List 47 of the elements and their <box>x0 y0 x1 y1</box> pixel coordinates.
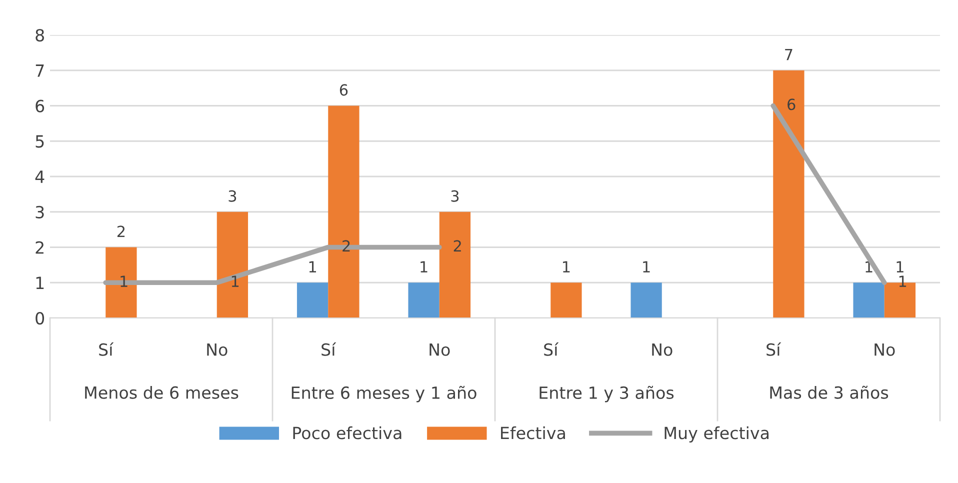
text: Menos de 6 meses <box>85 386 238 399</box>
bar <box>106 247 137 318</box>
text: Mas de 3 años <box>770 386 888 399</box>
y-tick-label: 5 <box>36 135 44 148</box>
text: Entre 1 y 3 años <box>540 386 674 402</box>
legend-label: Muy efectiva <box>664 426 768 443</box>
bar <box>408 282 440 318</box>
x-tick-label: Sí <box>99 342 114 356</box>
data-label: 6 <box>340 84 348 96</box>
y-tick-label: 0 <box>36 312 44 325</box>
x-tick-label: Sí <box>322 342 336 356</box>
data-label: 1 <box>309 261 316 272</box>
y-tick-label: 1 <box>36 276 44 289</box>
data-label: 2 <box>454 240 461 252</box>
bar <box>216 212 248 318</box>
y-tick-label: 4 <box>35 170 44 183</box>
data-label: 7 <box>785 48 792 60</box>
y-tick-label: 6 <box>36 100 44 112</box>
data-label: 3 <box>228 190 236 202</box>
y-tick-label: 3 <box>36 206 44 218</box>
legend-label: Poco efectiva <box>293 426 402 440</box>
bar <box>550 282 582 318</box>
data-label: 2 <box>117 226 125 237</box>
legend-label: Efectiva <box>501 426 565 440</box>
data-label: 1 <box>232 276 239 287</box>
x-tick-label: No <box>430 344 450 356</box>
x-tick-label: No <box>874 344 895 356</box>
data-label: 1 <box>420 261 428 272</box>
bar <box>328 106 360 318</box>
y-tick-label: 8 <box>36 28 44 42</box>
x-tick-label: Sí <box>766 342 782 356</box>
text: Entre 6 meses y 1 año <box>292 386 476 402</box>
bar <box>439 212 471 318</box>
x-tick-label: Sí <box>544 342 559 356</box>
x-tick-label: No <box>207 344 228 356</box>
bar <box>773 70 804 318</box>
data-label: 1 <box>563 261 570 272</box>
x-tick-label: No <box>652 344 672 356</box>
data-label: 1 <box>896 261 904 272</box>
y-tick-label: 2 <box>36 241 44 254</box>
bar <box>296 282 328 318</box>
data-label: 3 <box>451 190 459 202</box>
data-label: 1 <box>643 261 650 272</box>
data-label: 6 <box>788 98 796 110</box>
bar <box>853 282 884 318</box>
y-tick-label: 7 <box>36 64 44 77</box>
bar <box>630 282 662 318</box>
